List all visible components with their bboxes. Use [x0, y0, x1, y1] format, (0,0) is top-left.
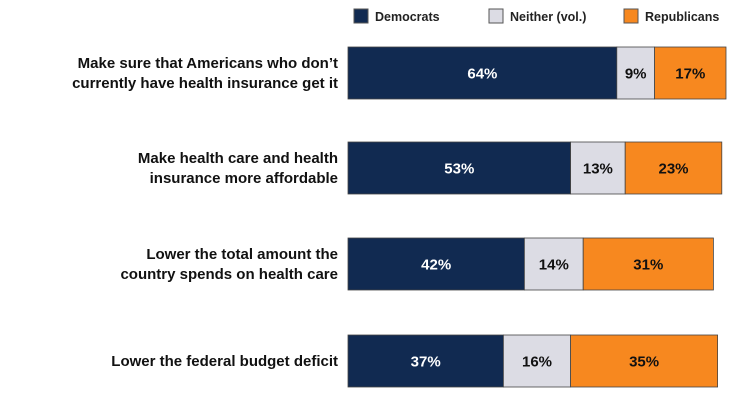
category-label: Make health care and health insurance mor… — [138, 150, 338, 187]
legend-swatch-democrats — [353, 8, 369, 24]
bar-segment-republicans — [582, 237, 714, 291]
legend-label-republicans: Republicans — [645, 10, 719, 24]
bar-segment-republicans — [654, 46, 727, 100]
bar-segment-neither-vol — [524, 237, 584, 291]
bar-group: 37% 16% 35% — [347, 334, 718, 388]
category-label: Make sure that Americans who don’t curren… — [72, 55, 338, 92]
legend-swatch-neither-vol — [488, 8, 504, 24]
data-label-democrats: 42% — [421, 257, 451, 274]
bar-segment-democrats — [347, 237, 525, 291]
bar-segment-neither-vol — [570, 141, 626, 195]
data-label-neither-vol: 16% — [522, 354, 552, 371]
category-label-line: country spends on health care — [120, 266, 338, 283]
bar-segment-democrats — [347, 141, 572, 195]
bar-segment-democrats — [347, 334, 504, 388]
bar-segment-republicans — [624, 141, 723, 195]
bar-segment-republicans — [570, 334, 718, 388]
data-label-neither-vol: 9% — [625, 66, 647, 83]
bar-segment-democrats — [347, 46, 618, 100]
legend-label-neither-vol: Neither (vol.) — [510, 10, 586, 24]
bar-group: 53% 13% 23% — [347, 141, 723, 195]
bar-segment-neither-vol — [616, 46, 655, 100]
category-label-line: insurance more affordable — [150, 170, 338, 187]
category-label-line: Lower the total amount the — [146, 246, 338, 263]
bar-group: 64% 9% 17% — [347, 46, 727, 100]
data-label-neither-vol: 14% — [539, 257, 569, 274]
bar-group: 42% 14% 31% — [347, 237, 714, 291]
data-label-democrats: 53% — [444, 161, 474, 178]
legend-swatch-republicans — [623, 8, 639, 24]
category-label-line: currently have health insurance get it — [72, 75, 338, 92]
category-label-line: Make health care and health — [138, 150, 338, 167]
legend-label-democrats: Democrats — [375, 10, 440, 24]
data-label-republicans: 17% — [675, 66, 705, 83]
data-label-republicans: 23% — [658, 161, 688, 178]
category-label: Lower the federal budget deficit — [111, 353, 338, 370]
data-label-republicans: 31% — [633, 257, 663, 274]
category-label-line: Lower the federal budget deficit — [111, 353, 338, 370]
legend: Democrats Neither (vol.) Republicans — [353, 8, 719, 24]
data-label-democrats: 37% — [411, 354, 441, 371]
category-label: Lower the total amount the country spends… — [120, 246, 338, 283]
data-label-republicans: 35% — [629, 354, 659, 371]
category-label-line: Make sure that Americans who don’t — [78, 55, 338, 72]
data-label-democrats: 64% — [467, 66, 497, 83]
data-label-neither-vol: 13% — [583, 161, 613, 178]
